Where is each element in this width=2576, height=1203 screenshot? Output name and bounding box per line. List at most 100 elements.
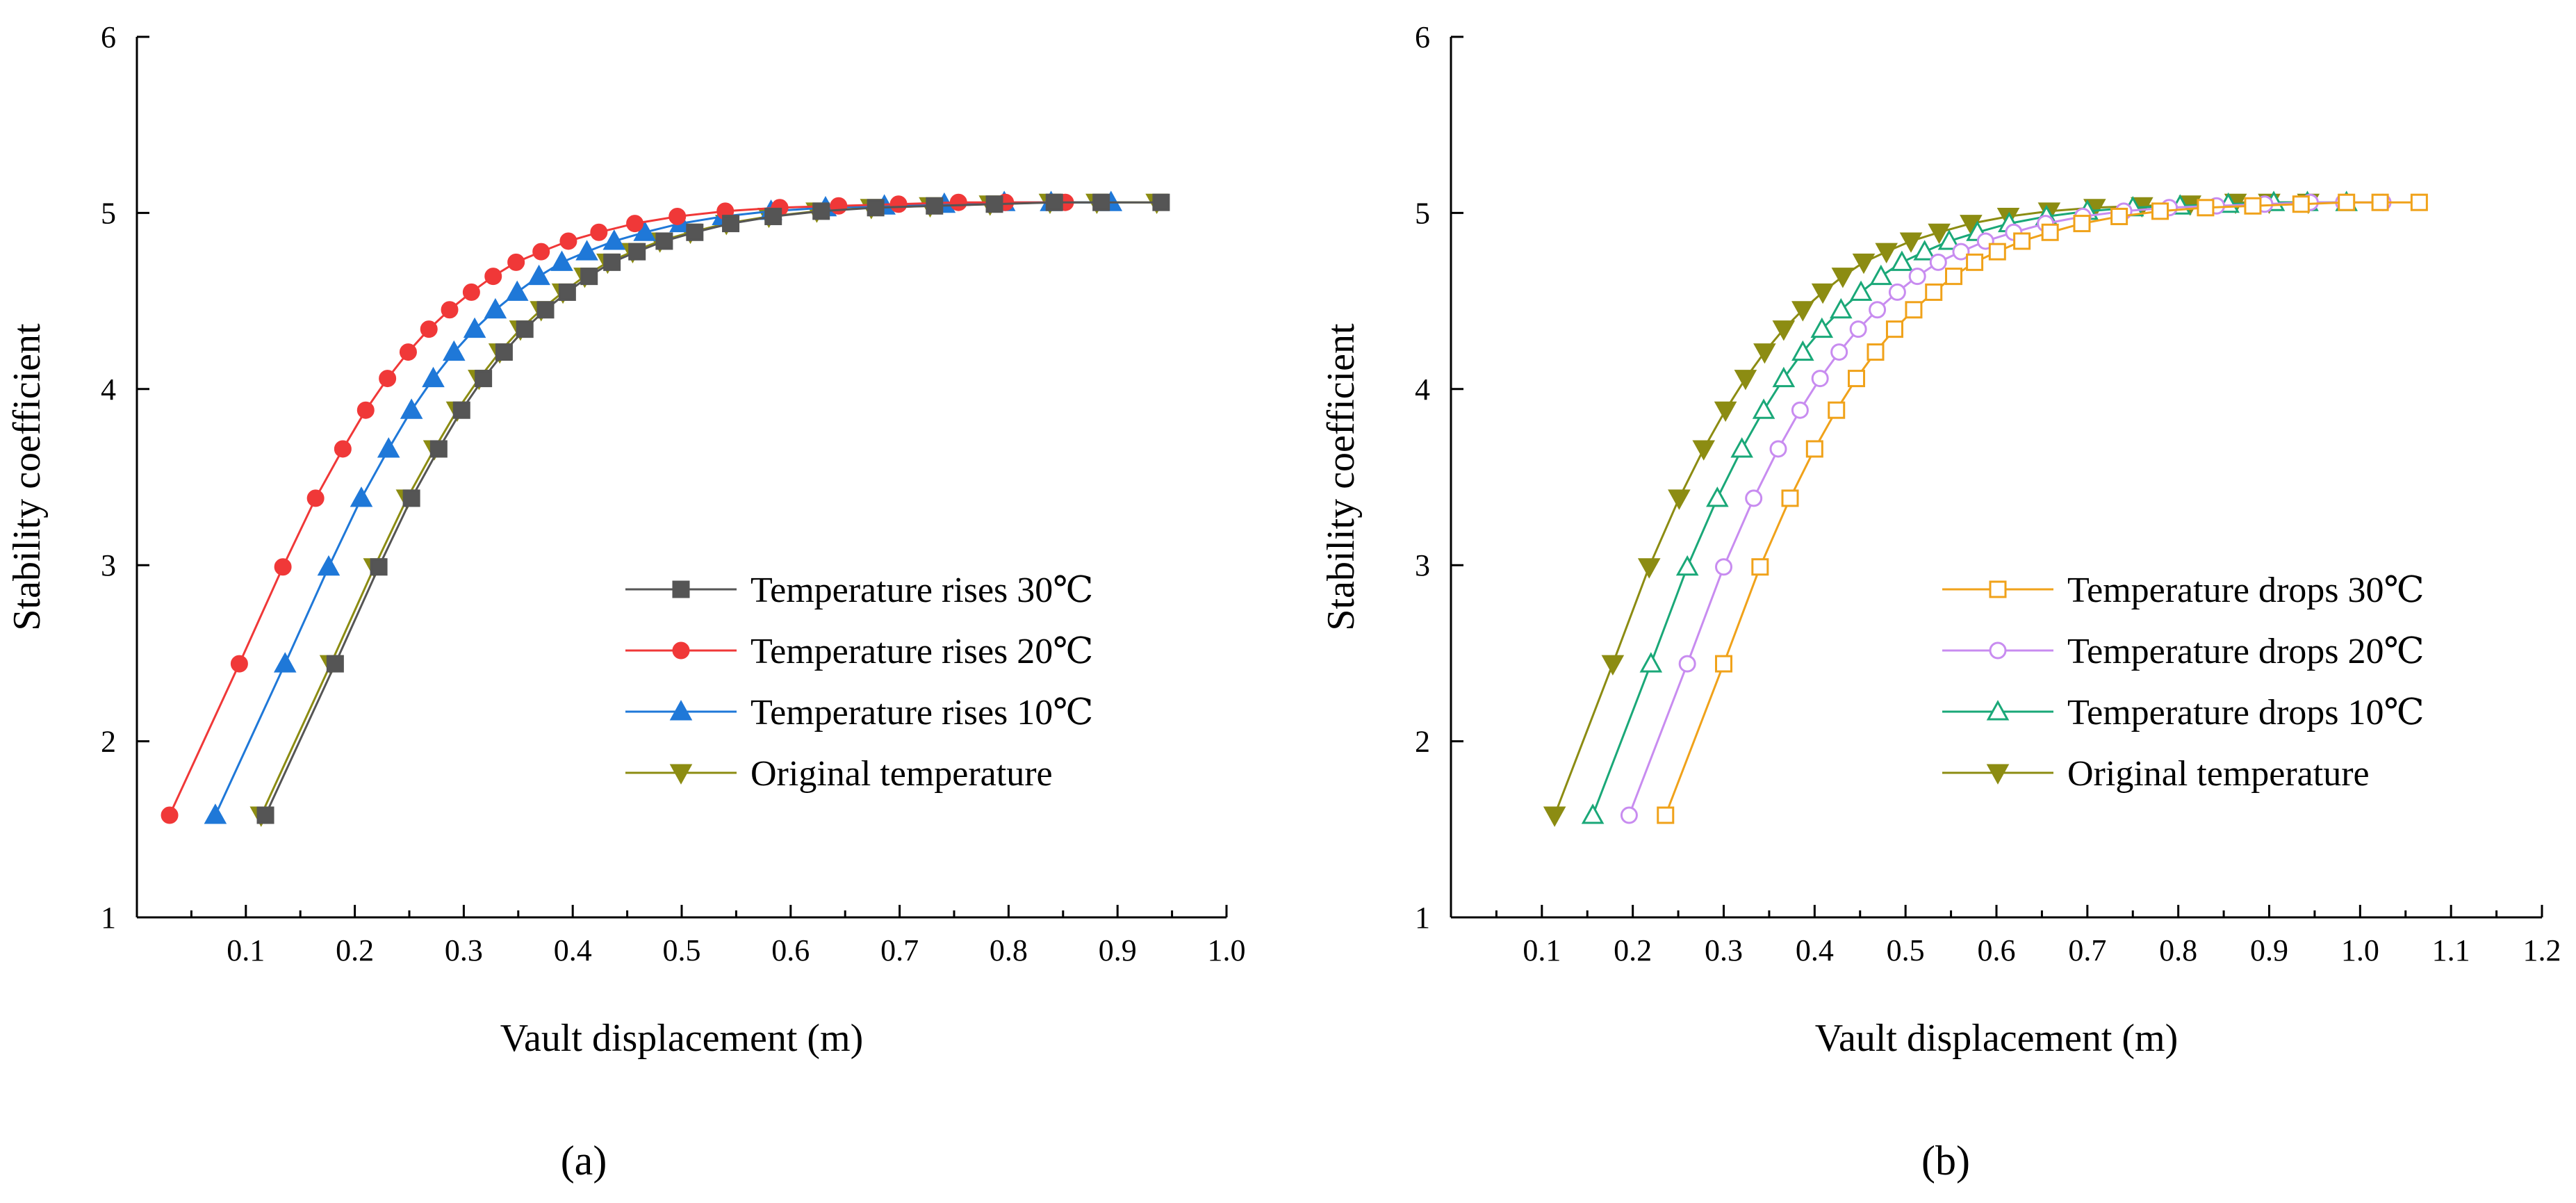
data-point <box>350 486 373 507</box>
data-point <box>356 401 375 419</box>
data-point <box>1730 437 1753 458</box>
data-point <box>2244 197 2262 215</box>
data-point <box>633 220 656 241</box>
legend-marker <box>672 580 690 598</box>
data-point <box>422 366 445 388</box>
x-tick-label: 0.7 <box>880 933 919 967</box>
data-point <box>370 558 388 576</box>
x-tick-label: 0.1 <box>1523 933 1561 967</box>
data-point <box>1639 652 1663 673</box>
data-point <box>626 215 644 233</box>
legend-label: Temperature rises 30℃ <box>750 571 1093 610</box>
y-axis-title: Stability coefficient <box>1320 323 1363 631</box>
data-point <box>1791 340 1814 361</box>
data-point <box>452 401 470 419</box>
data-point <box>1769 440 1787 458</box>
data-point <box>1867 343 1885 361</box>
panel-label: (a) <box>561 1138 607 1184</box>
chart-panel-a: 1 2 3 4 5 6 0.1 0.2 0.3 0.4 0.5 0.6 0.7 0.8 0.9 1.0 Vaul… <box>6 20 1246 1184</box>
x-tick-label: 1.2 <box>2523 933 2561 967</box>
legend-label: Original temperature <box>2067 754 2370 794</box>
data-point <box>2013 232 2031 250</box>
data-point <box>575 240 598 261</box>
data-point <box>1678 655 1696 673</box>
data-point <box>558 283 576 301</box>
data-point <box>602 229 626 250</box>
data-point <box>1937 229 1961 250</box>
data-point <box>1092 193 1110 211</box>
x-tick-label: 0.2 <box>1614 933 1652 967</box>
data-point <box>655 232 673 250</box>
y-tick-label: 3 <box>1415 548 1430 582</box>
data-point <box>722 215 740 233</box>
data-point <box>273 652 297 673</box>
x-tick-label: 0.8 <box>990 933 1028 967</box>
data-point <box>2410 193 2428 211</box>
legend: Temperature drops 30℃ Temperature drops 2… <box>1942 571 2425 794</box>
data-point <box>1620 806 1638 824</box>
data-point <box>628 243 646 261</box>
x-tick-label: 0.5 <box>1887 933 1925 967</box>
legend-label: Temperature rises 10℃ <box>750 693 1093 733</box>
data-point <box>1692 440 1716 461</box>
data-point <box>2338 193 2356 211</box>
data-point <box>668 207 687 225</box>
series-0 <box>256 193 1170 824</box>
data-point <box>1928 223 1951 245</box>
y-tick-label: 3 <box>101 548 116 582</box>
data-point <box>1830 343 1848 361</box>
x-tick-label: 1.0 <box>2341 933 2379 967</box>
data-point <box>926 197 944 215</box>
data-point <box>1849 280 1873 301</box>
data-point <box>507 253 525 271</box>
x-tick-label: 0.6 <box>1978 933 2016 967</box>
data-point <box>1772 366 1796 388</box>
legend-label: Temperature drops 30℃ <box>2067 571 2425 610</box>
x-tick-label: 0.3 <box>445 933 483 967</box>
x-tick-label: 0.1 <box>227 933 265 967</box>
data-point <box>1849 320 1867 338</box>
y-tick-label: 4 <box>1415 373 1430 407</box>
data-point <box>334 440 352 458</box>
data-point <box>400 398 423 419</box>
data-point <box>1715 558 1732 576</box>
data-point <box>1831 268 1855 288</box>
data-point <box>1848 370 1866 388</box>
data-point <box>505 280 529 301</box>
y-tick-label: 4 <box>101 373 116 407</box>
data-point <box>603 253 621 271</box>
data-point <box>475 370 493 388</box>
y-tick-label: 2 <box>1415 725 1430 759</box>
panel-label: (b) <box>1921 1138 1970 1184</box>
data-point <box>1791 401 1809 419</box>
data-point <box>590 223 608 241</box>
data-point <box>1753 343 1776 364</box>
data-point <box>1781 489 1799 507</box>
x-tick-label: 0.8 <box>2159 933 2197 967</box>
data-point <box>1908 268 1926 286</box>
data-point <box>889 195 908 213</box>
legend-label: Original temperature <box>750 754 1053 794</box>
legend-marker <box>672 641 690 660</box>
legend-label: Temperature drops 10℃ <box>2067 693 2425 733</box>
x-tick-label: 0.4 <box>554 933 592 967</box>
data-point <box>1601 655 1625 676</box>
data-point <box>1637 558 1661 579</box>
data-point <box>985 195 1003 213</box>
data-point <box>462 283 480 301</box>
data-point <box>559 232 577 250</box>
y-tick-label: 6 <box>101 20 116 54</box>
data-point <box>495 343 513 361</box>
data-point <box>949 193 967 211</box>
data-point <box>550 250 573 271</box>
data-point <box>1706 486 1729 507</box>
y-tick-label: 2 <box>101 725 116 759</box>
data-point <box>867 199 885 217</box>
data-point <box>441 301 459 319</box>
data-point <box>532 243 550 261</box>
legend: Temperature rises 30℃ Temperature rises 2… <box>625 571 1093 794</box>
data-point <box>1945 268 1963 286</box>
data-point <box>326 655 344 673</box>
data-point <box>420 320 438 338</box>
